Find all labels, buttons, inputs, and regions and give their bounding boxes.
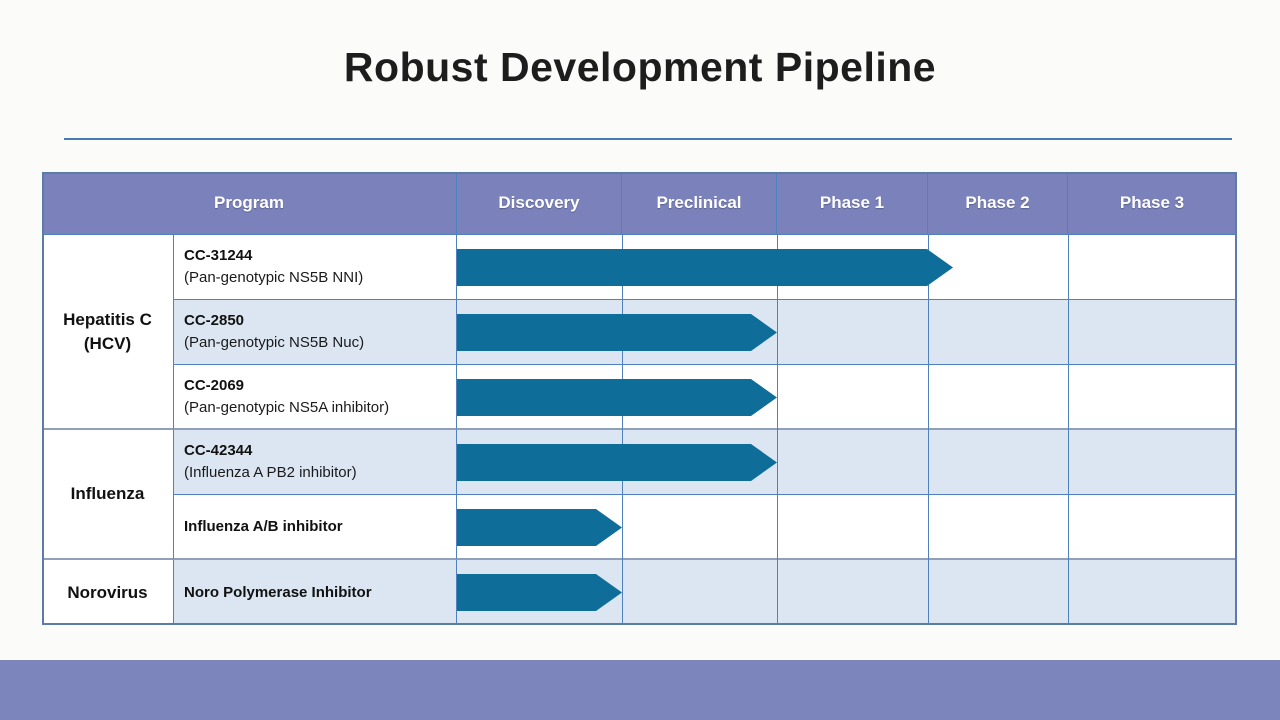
progress-arrow (457, 314, 777, 351)
group-cell-norovirus: Norovirus (42, 560, 174, 625)
compound-description: (Pan-genotypic NS5A inhibitor) (184, 397, 456, 419)
group-label: Norovirus (67, 581, 147, 605)
pipeline-table: Program Discovery Preclinical Phase 1 Ph… (42, 172, 1237, 625)
column-header-discovery: Discovery (457, 172, 622, 235)
program-cell: CC-2850 (Pan-genotypic NS5B Nuc) (174, 300, 457, 365)
program-cell: Noro Polymerase Inhibitor (174, 560, 457, 625)
compound-name: CC-42344 (184, 440, 456, 462)
program-cell: CC-2069 (Pan-genotypic NS5A inhibitor) (174, 365, 457, 430)
compound-name: CC-31244 (184, 245, 456, 267)
column-header-phase3: Phase 3 (1068, 172, 1237, 235)
column-header-program: Program (42, 172, 457, 235)
group-cell-hcv: Hepatitis C (HCV) (42, 235, 174, 430)
compound-name: Noro Polymerase Inhibitor (184, 582, 456, 604)
column-grid-line (777, 235, 778, 625)
column-header-phase2: Phase 2 (928, 172, 1068, 235)
compound-description: (Influenza A PB2 inhibitor) (184, 462, 456, 484)
progress-arrow (457, 444, 777, 481)
page-title: Robust Development Pipeline (0, 44, 1280, 91)
title-divider (64, 138, 1232, 140)
column-header-preclinical: Preclinical (622, 172, 777, 235)
progress-arrow (457, 249, 953, 286)
pipeline-slide: Robust Development Pipeline Program Disc… (0, 0, 1280, 720)
column-grid-line (928, 235, 929, 625)
group-label-sub: (HCV) (84, 332, 131, 356)
compound-name: CC-2069 (184, 375, 456, 397)
compound-description: (Pan-genotypic NS5B NNI) (184, 267, 456, 289)
column-grid-line (1068, 235, 1069, 625)
column-header-phase1: Phase 1 (777, 172, 928, 235)
program-cell: CC-31244 (Pan-genotypic NS5B NNI) (174, 235, 457, 300)
compound-description: (Pan-genotypic NS5B Nuc) (184, 332, 456, 354)
progress-arrow (457, 509, 622, 546)
group-label: Influenza (71, 482, 145, 506)
compound-name: CC-2850 (184, 310, 456, 332)
program-cell: CC-42344 (Influenza A PB2 inhibitor) (174, 430, 457, 495)
column-grid-line (622, 235, 623, 625)
footer-bar: C CRYSTAL PHARMA, INC. 5 www.cocrystalph… (0, 660, 1280, 720)
group-cell-influenza: Influenza (42, 430, 174, 560)
program-cell: Influenza A/B inhibitor (174, 495, 457, 560)
group-label: Hepatitis C (63, 308, 152, 332)
compound-name: Influenza A/B inhibitor (184, 516, 456, 538)
progress-arrow (457, 379, 777, 416)
progress-arrow (457, 574, 622, 611)
